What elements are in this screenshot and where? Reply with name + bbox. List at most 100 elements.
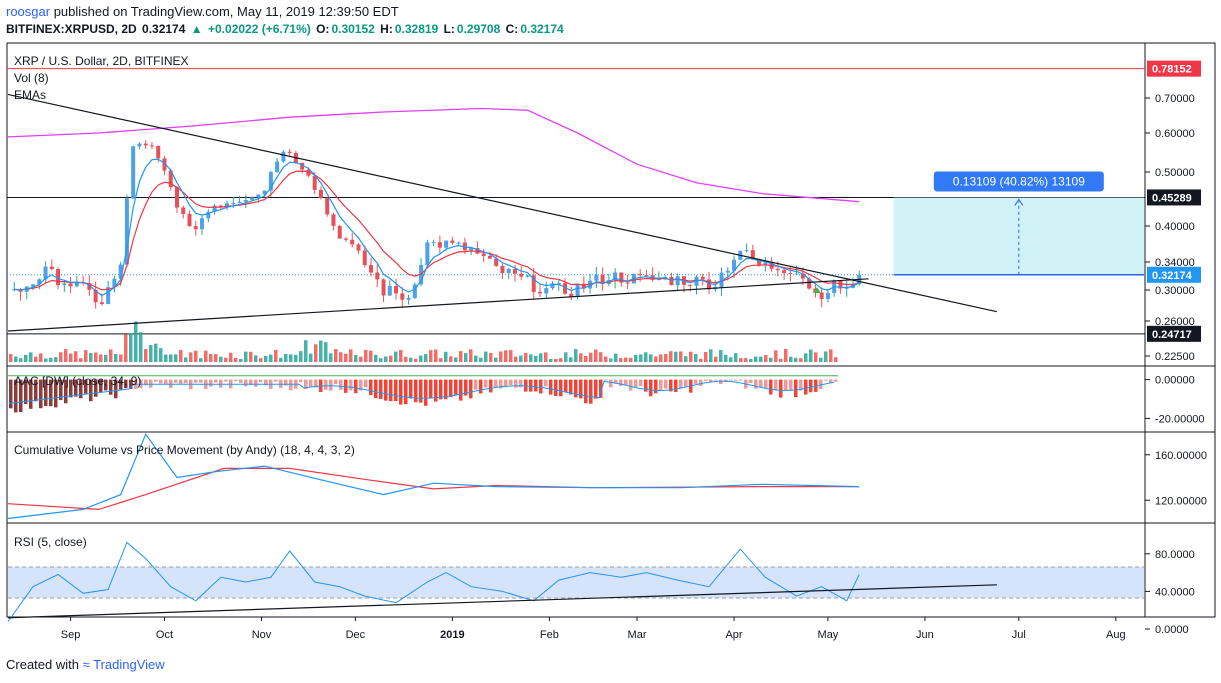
aac-bar — [414, 379, 418, 403]
candle-body — [149, 145, 154, 147]
volume-bar — [189, 352, 193, 362]
volume-bar — [9, 354, 13, 362]
aac-bar — [349, 379, 353, 391]
volume-bar — [629, 357, 633, 362]
volume-bar — [304, 340, 308, 362]
price-tag-label: 0.78152 — [1152, 64, 1192, 76]
volume-bar — [59, 352, 63, 362]
volume-bar — [484, 351, 488, 362]
aac-bar — [749, 379, 753, 383]
candle-body — [131, 146, 136, 199]
volume-bar — [439, 358, 443, 362]
volume-bar — [769, 357, 773, 362]
candle-body — [300, 162, 305, 170]
candle-body — [625, 282, 630, 284]
volume-bar — [134, 321, 138, 362]
aac-bar — [34, 379, 38, 402]
aac-bar — [74, 379, 78, 397]
volume-bar — [344, 353, 348, 362]
candle-body — [87, 283, 92, 290]
cv-label: Cumulative Volume vs Price Movement (by … — [14, 443, 355, 457]
candle-body — [763, 262, 768, 266]
candle-body — [306, 169, 311, 176]
candle-body — [262, 190, 267, 195]
aac-bar — [199, 379, 203, 383]
candle-body — [218, 205, 223, 207]
volume-bar — [339, 352, 343, 362]
aac-bar — [539, 379, 543, 394]
vol-label: Vol (8) — [14, 71, 49, 85]
candle-body — [431, 242, 436, 244]
volume-bar — [564, 352, 568, 362]
candle-body — [563, 283, 568, 294]
aac-bar — [774, 379, 778, 391]
candle-body — [62, 283, 67, 286]
volume-bar — [804, 353, 808, 362]
candle-body — [250, 197, 255, 200]
aac-bar — [634, 379, 638, 387]
aac-bar — [679, 379, 683, 389]
candle-body — [750, 250, 755, 260]
aac-tick-label: 0.00000 — [1155, 375, 1195, 387]
candle-body — [118, 264, 123, 279]
aac-bar — [654, 379, 658, 394]
aac-bar — [114, 379, 118, 399]
candle-body — [506, 269, 511, 274]
aac-bar — [154, 379, 158, 382]
candle-body — [581, 283, 586, 289]
aac-bar — [504, 379, 508, 387]
candle-body — [187, 213, 192, 227]
aac-bar — [589, 379, 593, 404]
price-tick-label: 0.22500 — [1155, 351, 1195, 363]
candle-body — [656, 279, 661, 281]
aac-bar — [39, 379, 43, 409]
aac-bar — [254, 379, 258, 387]
main-pane[interactable]: 0.70000 0.60000 0.50000 0.40000 0.34000 0.300… — [7, 60, 1201, 363]
author-link[interactable]: roosgar — [6, 4, 51, 19]
tradingview-brand[interactable]: TradingView — [93, 657, 165, 672]
aac-bar — [664, 379, 668, 389]
cv-pane[interactable]: 160.00000 120.00000 — [7, 433, 1207, 520]
time-tick-label: May — [818, 629, 839, 641]
volume-bar — [569, 357, 573, 362]
rsi-label: RSI (5, close) — [14, 535, 87, 549]
volume-bar — [74, 351, 78, 362]
aac-bar — [144, 379, 148, 386]
volume-bar — [654, 356, 658, 362]
candle-body — [343, 238, 348, 240]
time-tick-label: Nov — [252, 629, 272, 641]
aac-bar — [554, 379, 558, 397]
candle-body — [425, 242, 430, 265]
aac-bar — [309, 379, 313, 388]
volume-bar — [609, 358, 613, 362]
aac-bar — [214, 379, 218, 383]
aac-bar — [809, 379, 813, 393]
volume-bar — [454, 357, 458, 362]
volume-bar — [699, 358, 703, 362]
rsi-pane[interactable]: 80.0000 40.0000 0.0000 — [7, 541, 1195, 637]
candle-body — [594, 274, 599, 281]
aac-bar — [804, 379, 808, 395]
aac-bar — [534, 379, 538, 392]
volume-bar — [129, 333, 133, 362]
aac-bar — [79, 379, 83, 399]
aac-bar — [444, 379, 448, 400]
rsi-trendline[interactable] — [7, 584, 997, 619]
aac-bar — [404, 379, 408, 405]
support-trendline[interactable] — [7, 278, 869, 332]
aac-bar — [449, 379, 453, 398]
candle-body — [725, 270, 730, 273]
aac-bar — [194, 379, 198, 383]
volume-bar — [489, 352, 493, 362]
volume-bar — [754, 356, 758, 362]
aac-bar — [604, 379, 608, 381]
aac-bar — [394, 379, 398, 402]
candle-body — [369, 265, 374, 273]
tradingview-logo-icon[interactable]: ≈ — [82, 657, 90, 672]
aac-pane[interactable]: 0.00000 -20.00000 — [8, 375, 1205, 426]
candle-body — [56, 269, 61, 286]
volume-bar — [504, 350, 508, 362]
resistance-trendline[interactable] — [7, 93, 998, 313]
aac-bar — [629, 379, 633, 391]
